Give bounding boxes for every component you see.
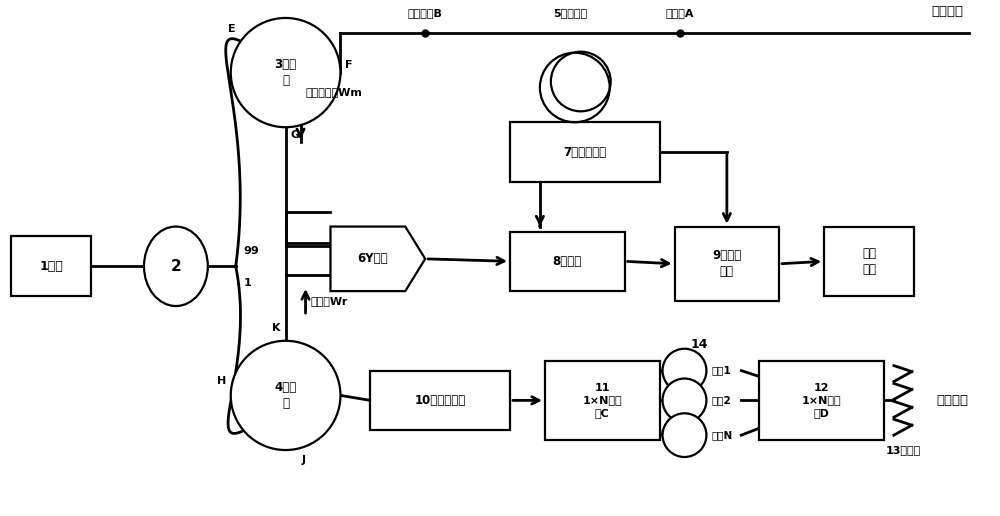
Text: 光纤1: 光纤1 xyxy=(711,365,731,376)
Bar xyxy=(510,122,660,182)
Circle shape xyxy=(231,341,340,450)
Circle shape xyxy=(663,349,706,393)
Text: 11
1×N光开
关C: 11 1×N光开 关C xyxy=(582,383,622,418)
Bar xyxy=(11,236,91,296)
Text: 1: 1 xyxy=(244,278,251,288)
Text: 7信号发生器: 7信号发生器 xyxy=(563,146,606,158)
Text: 参考光Wr: 参考光Wr xyxy=(311,296,348,306)
Text: 光纤2: 光纤2 xyxy=(711,395,731,406)
Circle shape xyxy=(231,18,340,127)
Text: 5待测光纤: 5待测光纤 xyxy=(553,8,587,18)
Bar xyxy=(370,370,510,430)
Bar xyxy=(759,361,884,440)
Text: F: F xyxy=(345,60,353,70)
Text: 散射点A: 散射点A xyxy=(665,8,694,18)
Text: 99: 99 xyxy=(244,246,259,256)
Text: 输出
结果: 输出 结果 xyxy=(862,247,876,276)
Text: 6Y波导: 6Y波导 xyxy=(358,252,388,265)
Bar xyxy=(824,227,914,296)
Text: 背向散射光Wm: 背向散射光Wm xyxy=(306,87,362,98)
Bar xyxy=(510,232,625,291)
Text: G: G xyxy=(291,130,300,140)
Ellipse shape xyxy=(144,227,208,306)
Text: J: J xyxy=(302,455,306,465)
Text: H: H xyxy=(217,376,226,385)
Text: 12
1×N光开
关D: 12 1×N光开 关D xyxy=(802,383,841,418)
Text: 光纤N: 光纤N xyxy=(711,430,733,440)
Text: 8探测器: 8探测器 xyxy=(553,255,582,268)
Circle shape xyxy=(663,413,706,457)
Text: 2: 2 xyxy=(171,259,181,274)
Text: 测量光路: 测量光路 xyxy=(932,5,964,18)
Circle shape xyxy=(663,379,706,422)
Text: 13反射镜: 13反射镜 xyxy=(885,445,921,455)
Text: 10电动延迟线: 10电动延迟线 xyxy=(415,394,466,407)
Bar xyxy=(675,227,779,301)
Text: 1光源: 1光源 xyxy=(39,260,63,273)
Text: K: K xyxy=(272,323,281,333)
Bar xyxy=(545,361,660,440)
Text: 14: 14 xyxy=(691,337,708,351)
Text: 光纤熔点B: 光纤熔点B xyxy=(408,8,443,18)
Polygon shape xyxy=(330,227,425,291)
Text: 3环形
器: 3环形 器 xyxy=(275,58,297,87)
Text: 9锁相放
大器: 9锁相放 大器 xyxy=(712,249,741,278)
Text: 参考光路: 参考光路 xyxy=(937,394,969,407)
Text: E: E xyxy=(228,24,236,35)
Text: 4环形
器: 4环形 器 xyxy=(274,381,297,410)
